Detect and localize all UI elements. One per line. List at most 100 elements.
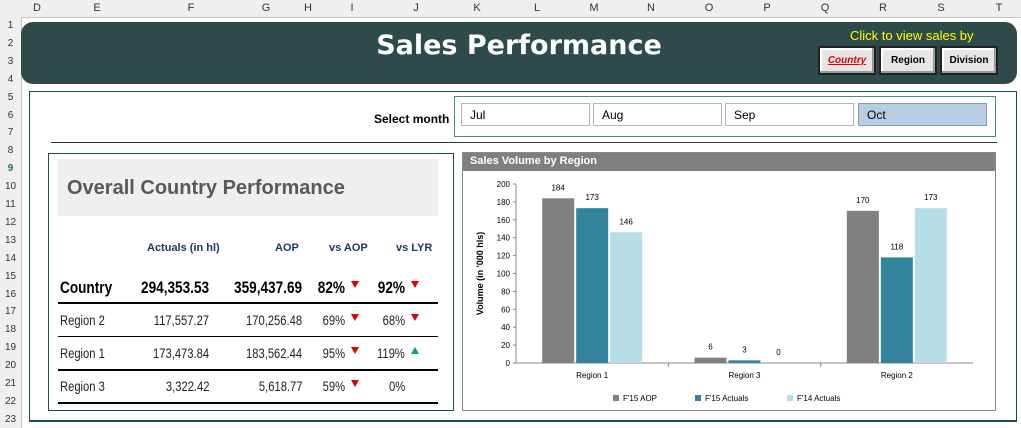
column-header[interactable]: Q <box>820 2 830 14</box>
y-tick-label: 140 <box>497 234 511 243</box>
row-header[interactable]: 2 <box>7 37 14 49</box>
y-tick-label: 80 <box>501 287 510 296</box>
row-header[interactable]: 23 <box>4 413 17 425</box>
bar <box>694 357 727 363</box>
header-actuals: Actuals (in hl) <box>147 242 220 254</box>
data-label: 173 <box>585 193 599 202</box>
bar <box>576 208 609 363</box>
month-button-aug[interactable]: Aug <box>593 103 722 126</box>
column-header[interactable]: I <box>350 2 354 14</box>
y-axis-label: Volume (in '000 hls) <box>475 232 485 316</box>
row-vs-lyr: 0% <box>388 378 405 394</box>
row-header[interactable]: 17 <box>4 306 17 318</box>
row-name: Region 3 <box>60 378 105 394</box>
performance-title: Overall Country Performance <box>67 177 345 199</box>
x-tick-label: Region 2 <box>881 371 914 380</box>
column-header[interactable]: J <box>413 2 419 14</box>
performance-title-box: Overall Country Performance <box>58 159 438 216</box>
row-aop: 170,256.48 <box>245 312 302 328</box>
x-tick-label: Region 1 <box>576 371 609 380</box>
row-vs-aop: 95% <box>322 345 345 361</box>
row-header[interactable]: 16 <box>4 288 17 300</box>
row-name: Country <box>60 278 113 297</box>
row-header[interactable]: 12 <box>4 216 17 228</box>
row-header[interactable]: 19 <box>4 342 17 354</box>
column-header[interactable]: K <box>473 2 481 14</box>
column-header[interactable]: G <box>261 2 271 14</box>
bar <box>880 257 913 363</box>
row-header[interactable]: 1 <box>7 20 14 31</box>
bar <box>914 208 947 363</box>
x-tick-label: Region 3 <box>728 371 761 380</box>
data-label: 6 <box>708 343 713 352</box>
column-header[interactable]: P <box>763 2 771 14</box>
y-tick-label: 0 <box>506 359 511 368</box>
trend-down-icon <box>351 281 359 288</box>
data-label: 0 <box>776 348 781 357</box>
y-tick-label: 100 <box>497 270 511 279</box>
column-header[interactable]: T <box>995 2 1003 14</box>
row-name: Region 2 <box>60 312 105 328</box>
legend-entry: F'15 Actuals <box>705 394 748 403</box>
row-header[interactable]: 9 <box>7 163 14 175</box>
column-header[interactable]: D <box>33 2 41 14</box>
column-header[interactable]: S <box>937 2 945 14</box>
row-header[interactable]: 8 <box>7 145 14 157</box>
chart-title: Sales Volume by Region <box>470 155 597 167</box>
header-vs-aop: vs AOP <box>329 242 368 254</box>
chart-panel <box>462 152 996 411</box>
divider <box>51 142 997 143</box>
row-header[interactable]: 22 <box>4 395 17 407</box>
row-vs-aop: 82% <box>317 278 345 297</box>
row-header[interactable]: 11 <box>5 199 16 210</box>
row-header[interactable]: 14 <box>4 252 17 264</box>
row-header[interactable]: 20 <box>4 360 17 372</box>
column-header[interactable]: R <box>879 2 887 14</box>
month-button-jul[interactable]: Jul <box>461 103 590 126</box>
chart-header: Sales Volume by Region <box>463 153 995 171</box>
division-button[interactable]: Division <box>940 46 998 75</box>
country-button[interactable]: Country <box>818 46 876 75</box>
bar <box>542 198 575 363</box>
region-button[interactable]: Region <box>879 46 937 75</box>
month-button-oct[interactable]: Oct <box>858 103 987 126</box>
row-divider <box>58 302 438 304</box>
row-header[interactable]: 3 <box>7 55 14 67</box>
row-actuals: 3,322.42 <box>165 378 209 394</box>
month-button-sep[interactable]: Sep <box>725 103 854 126</box>
column-header[interactable]: F <box>187 2 195 14</box>
row-header[interactable]: 21 <box>4 378 17 389</box>
row-header[interactable]: 5 <box>7 91 14 103</box>
legend-swatch <box>695 395 701 401</box>
row-header[interactable]: 13 <box>4 234 17 246</box>
trend-down-icon <box>411 281 419 288</box>
month-slicer <box>454 96 996 137</box>
y-tick-label: 120 <box>497 252 511 261</box>
y-tick-label: 20 <box>501 341 510 350</box>
column-header[interactable]: E <box>93 2 101 14</box>
bar <box>846 210 879 363</box>
view-by-prompt: Click to view sales by <box>850 28 974 43</box>
row-header[interactable]: 18 <box>4 324 17 336</box>
column-header[interactable]: L <box>533 2 541 14</box>
column-header[interactable]: O <box>704 2 714 14</box>
data-label: 170 <box>856 196 870 205</box>
row-header[interactable]: 7 <box>7 127 14 139</box>
column-header[interactable]: M <box>589 2 599 14</box>
column-header[interactable]: H <box>304 2 312 14</box>
region-button-label: Region <box>891 55 925 66</box>
row-vs-lyr: 119% <box>377 345 405 361</box>
column-header[interactable]: N <box>647 2 655 14</box>
row-header-bar: 1 2 3 4 5 6 7 8 9 10 11 12 13 14 15 16 17 18 19 20 21 22 23 <box>0 17 22 428</box>
row-vs-aop: 69% <box>322 312 345 328</box>
row-header[interactable]: 4 <box>7 73 14 85</box>
row-header[interactable]: 6 <box>7 109 14 121</box>
row-aop: 183,562.44 <box>245 345 302 361</box>
row-divider <box>58 336 438 337</box>
y-tick-label: 60 <box>501 305 510 314</box>
trend-down-icon <box>351 314 359 321</box>
row-header[interactable]: 10 <box>4 181 17 193</box>
row-header[interactable]: 15 <box>4 270 17 282</box>
trend-down-icon <box>351 380 359 387</box>
